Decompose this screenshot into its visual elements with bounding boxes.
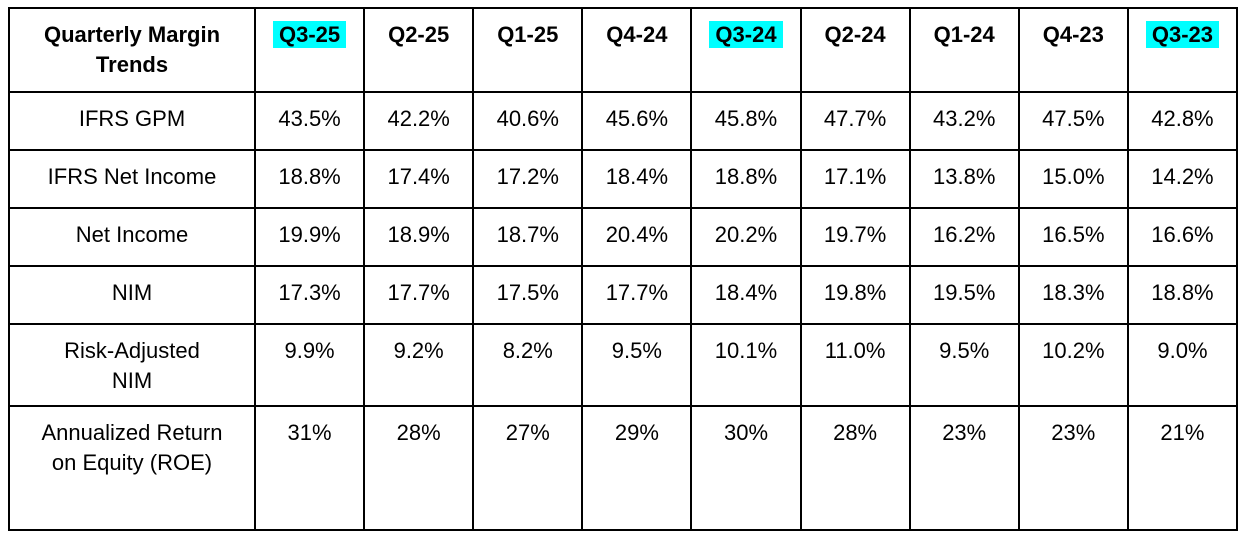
- value-cell: 18.8%: [1126, 265, 1239, 325]
- value-cell: 29%: [581, 405, 693, 531]
- quarter-label: Q2-24: [824, 22, 886, 47]
- value-cell: 17.4%: [363, 149, 475, 209]
- value-cell: 14.2%: [1126, 149, 1239, 209]
- value-cell: 10.1%: [690, 323, 802, 407]
- highlighted-quarter-label: Q3-25: [272, 21, 347, 48]
- value-cell: 16.5%: [1017, 207, 1129, 267]
- value-cell: 9.2%: [363, 323, 475, 407]
- value-cell: 23%: [1017, 405, 1129, 531]
- quarter-label: Q2-25: [388, 22, 450, 47]
- value-cell: 11.0%: [799, 323, 911, 407]
- col-header-q2-25: Q2-25: [363, 7, 475, 93]
- value-cell: 45.6%: [581, 91, 693, 151]
- quarterly-margin-trends-table: Quarterly Margin Trends Q3-25 Q2-25 Q1-2…: [8, 7, 1239, 531]
- value-cell: 17.1%: [799, 149, 911, 209]
- value-cell: 10.2%: [1017, 323, 1129, 407]
- col-header-q3-25: Q3-25: [253, 7, 366, 93]
- value-cell: 40.6%: [472, 91, 584, 151]
- value-cell: 18.3%: [1017, 265, 1129, 325]
- value-cell: 23%: [908, 405, 1020, 531]
- row-risk-adjusted-nim: Risk-Adjusted NIM 9.9% 9.2% 8.2% 9.5% 10…: [8, 323, 1239, 407]
- col-header-q4-24: Q4-24: [581, 7, 693, 93]
- value-cell: 42.8%: [1126, 91, 1239, 151]
- row-label-ifrs-net-income: IFRS Net Income: [8, 149, 256, 209]
- table-title: Quarterly Margin Trends: [43, 22, 221, 77]
- value-cell: 45.8%: [690, 91, 802, 151]
- row-ifrs-net-income: IFRS Net Income 18.8% 17.4% 17.2% 18.4% …: [8, 149, 1239, 209]
- value-cell: 28%: [363, 405, 475, 531]
- quarter-label: Q4-24: [606, 22, 668, 47]
- highlighted-quarter-label: Q3-24: [709, 21, 783, 48]
- value-cell: 47.7%: [799, 91, 911, 151]
- value-cell: 43.2%: [908, 91, 1020, 151]
- value-cell: 19.9%: [253, 207, 366, 267]
- quarter-label: Q1-25: [497, 22, 559, 47]
- value-cell: 19.5%: [908, 265, 1020, 325]
- value-cell: 28%: [799, 405, 911, 531]
- table-title-cell: Quarterly Margin Trends: [8, 7, 256, 93]
- value-cell: 20.2%: [690, 207, 802, 267]
- value-cell: 20.4%: [581, 207, 693, 267]
- row-label-annualized-roe: Annualized Return on Equity (ROE): [8, 405, 256, 531]
- col-header-q3-23: Q3-23: [1126, 7, 1239, 93]
- value-cell: 15.0%: [1017, 149, 1129, 209]
- value-cell: 17.7%: [581, 265, 693, 325]
- value-cell: 31%: [253, 405, 366, 531]
- value-cell: 17.2%: [472, 149, 584, 209]
- row-label-ifrs-gpm: IFRS GPM: [8, 91, 256, 151]
- row-net-income: Net Income 19.9% 18.9% 18.7% 20.4% 20.2%…: [8, 207, 1239, 267]
- col-header-q4-23: Q4-23: [1017, 7, 1129, 93]
- value-cell: 18.8%: [690, 149, 802, 209]
- value-cell: 47.5%: [1017, 91, 1129, 151]
- value-cell: 18.7%: [472, 207, 584, 267]
- value-cell: 16.6%: [1126, 207, 1239, 267]
- value-cell: 18.8%: [253, 149, 366, 209]
- header-row: Quarterly Margin Trends Q3-25 Q2-25 Q1-2…: [8, 7, 1239, 93]
- value-cell: 19.7%: [799, 207, 911, 267]
- col-header-q3-24: Q3-24: [690, 7, 802, 93]
- value-cell: 27%: [472, 405, 584, 531]
- value-cell: 9.0%: [1126, 323, 1239, 407]
- value-cell: 18.9%: [363, 207, 475, 267]
- row-label-risk-adjusted-nim: Risk-Adjusted NIM: [8, 323, 256, 407]
- value-cell: 13.8%: [908, 149, 1020, 209]
- value-cell: 18.4%: [690, 265, 802, 325]
- value-cell: 8.2%: [472, 323, 584, 407]
- value-cell: 17.5%: [472, 265, 584, 325]
- row-annualized-roe: Annualized Return on Equity (ROE) 31% 28…: [8, 405, 1239, 531]
- col-header-q1-24: Q1-24: [908, 7, 1020, 93]
- col-header-q1-25: Q1-25: [472, 7, 584, 93]
- value-cell: 9.9%: [253, 323, 366, 407]
- value-cell: 17.7%: [363, 265, 475, 325]
- value-cell: 19.8%: [799, 265, 911, 325]
- value-cell: 43.5%: [253, 91, 366, 151]
- highlighted-quarter-label: Q3-23: [1145, 21, 1220, 48]
- col-header-q2-24: Q2-24: [799, 7, 911, 93]
- row-ifrs-gpm: IFRS GPM 43.5% 42.2% 40.6% 45.6% 45.8% 4…: [8, 91, 1239, 151]
- value-cell: 9.5%: [581, 323, 693, 407]
- value-cell: 21%: [1126, 405, 1239, 531]
- value-cell: 16.2%: [908, 207, 1020, 267]
- row-label-nim: NIM: [8, 265, 256, 325]
- value-cell: 18.4%: [581, 149, 693, 209]
- value-cell: 30%: [690, 405, 802, 531]
- quarter-label: Q4-23: [1042, 22, 1104, 47]
- row-nim: NIM 17.3% 17.7% 17.5% 17.7% 18.4% 19.8% …: [8, 265, 1239, 325]
- quarter-label: Q1-24: [933, 22, 995, 47]
- row-label-net-income: Net Income: [8, 207, 256, 267]
- value-cell: 17.3%: [253, 265, 366, 325]
- value-cell: 42.2%: [363, 91, 475, 151]
- value-cell: 9.5%: [908, 323, 1020, 407]
